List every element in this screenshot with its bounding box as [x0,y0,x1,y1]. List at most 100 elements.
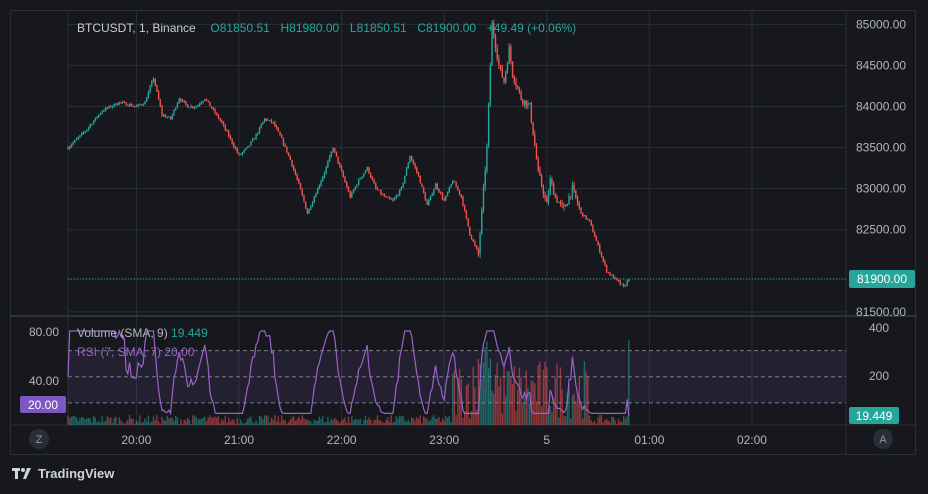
volume-bar [593,420,596,425]
candle-body [89,124,91,128]
rsi-legend[interactable]: RSI (7, SMA, 7) 20.00 [77,345,194,359]
volume-bar [570,418,572,425]
price-tick-label: 83000.00 [856,182,906,196]
zoom-button-icon-circle[interactable] [29,429,49,449]
volume-bar [493,393,495,425]
candle-body [460,194,462,198]
candle-body [395,195,397,198]
tradingview-brand[interactable]: TradingView [38,466,115,481]
volume-bar [98,420,100,425]
time-tick-label: 23:00 [429,433,459,447]
volume-bar [581,418,584,425]
volume-bar [568,383,570,425]
volume-bar [381,422,384,425]
candle-body [255,134,257,139]
candle-body [491,22,493,66]
candle-body [438,188,440,193]
candle-body [590,220,592,226]
candle-body [513,76,515,82]
candle-body [380,190,382,195]
auto-scale-button-icon-circle[interactable] [873,429,893,449]
candle-body [185,101,187,105]
candle-body [369,173,372,178]
volume-bar [392,422,394,425]
candle-body [91,124,93,125]
candle-body [294,169,297,175]
candle-body [359,178,362,180]
candle-body [546,197,548,203]
volume-bar [281,415,283,425]
volume-bar [621,421,623,425]
volume-legend[interactable]: Volume (SMA, 9) 19.449 [77,326,208,340]
chart-canvas[interactable]: 85000.00 84500.00 84000.00 83500.00 83000.00… [11,11,917,456]
candle-body [87,127,90,130]
volume-bar [506,371,509,425]
open-value: 81850.51 [219,21,270,35]
volume-bar [342,419,344,425]
candle-body [573,185,575,191]
candle-body [599,244,601,253]
candle-body [472,239,474,242]
candle-body [133,106,136,107]
volume-bar [597,417,599,425]
candle-body [164,115,167,118]
candle-body [405,168,408,176]
candle-body [623,284,625,287]
volume-bar [549,405,551,425]
volume-bar [369,419,372,425]
volume-bar [269,422,271,425]
volume-bar [195,417,197,425]
symbol-title[interactable]: BTCUSDT, 1, Binance [77,21,196,35]
tradingview-logo-icon[interactable] [12,467,32,481]
zoom-button-icon[interactable]: Z [29,429,49,449]
volume-bar [231,419,233,425]
footer: TradingView [12,466,114,481]
volume-bar [91,422,93,425]
candle-body [298,179,300,184]
candle-body [563,204,565,207]
candle-body [568,196,570,205]
candle-body [246,146,249,149]
candle-body [421,183,423,187]
candle-body [506,63,509,72]
candle-body [527,103,529,107]
chart-frame[interactable]: 85000.00 84500.00 84000.00 83500.00 83000.00… [10,10,917,456]
auto-scale-button-icon[interactable]: A [873,429,893,449]
candle-body [611,274,613,276]
candle-body [108,106,110,109]
volume-bar [120,420,122,425]
volume-bar [561,389,563,425]
zoom-button-icon-label[interactable]: Z [36,434,43,446]
candle-body [120,101,122,103]
candle-body [103,110,105,112]
candle-body [561,203,563,205]
candle-body [511,61,514,77]
auto-scale-button-icon-label[interactable]: A [879,434,887,446]
low-value: 81850.51 [356,21,407,35]
volume-bar [263,415,266,425]
volume-bar [537,364,539,425]
close-value: 81900.00 [426,21,477,35]
candle-body [484,170,486,187]
candle-body [515,81,517,86]
volume-bar [154,420,156,425]
volume-bar [585,371,587,425]
volume-bar [376,415,379,425]
volume-bar [236,418,238,425]
candle-body [270,120,273,123]
volume-bar [489,358,492,425]
rsi-line [67,329,630,417]
candle-body [448,187,451,193]
candle-body [581,212,584,217]
candle-body [79,135,81,138]
candle-body [139,104,141,106]
volume-bar [450,421,452,425]
candle-body [299,183,302,190]
volume-bar [404,420,406,425]
volume-bar [499,376,502,425]
candle-body [234,147,237,149]
candle-body [303,195,305,202]
candle-body [510,46,512,62]
volume-bar [265,415,268,425]
